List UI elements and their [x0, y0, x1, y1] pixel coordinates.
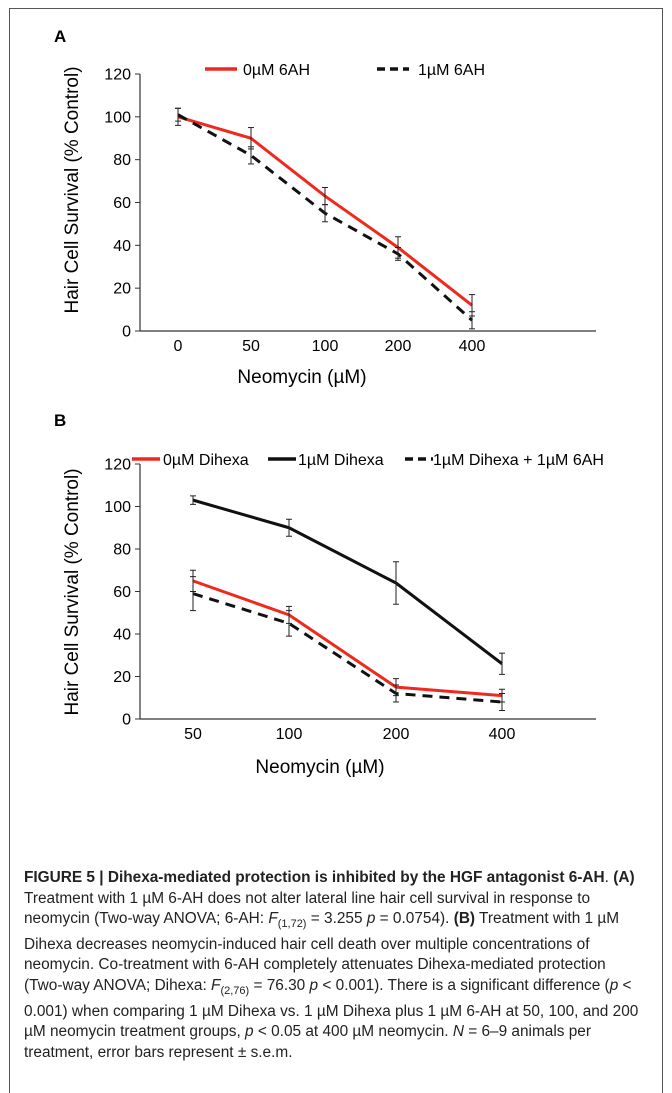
x-axis-title-a: Neomycin (µM) — [237, 367, 366, 388]
y-tick-label: 60 — [113, 195, 131, 212]
y-tick-label: 120 — [104, 67, 131, 84]
caption-segment: (B) — [453, 910, 476, 928]
caption-segment: F — [211, 977, 221, 995]
caption-body: . (A) Treatment with 1 µM 6-AH does not … — [24, 869, 638, 1061]
y-tick-label: 0 — [122, 712, 131, 729]
caption-segment: = 0.0754). — [375, 910, 454, 928]
y-tick-label: 60 — [113, 584, 131, 601]
caption-segment: p — [309, 977, 319, 995]
legend-label: 1µM Dihexa — [298, 452, 384, 469]
y-tick-label: 120 — [104, 457, 131, 474]
series-line-b-0 — [192, 579, 503, 698]
caption-segment: . — [604, 869, 614, 886]
figure-caption: FIGURE 5 | Dihexa-mediated protection is… — [24, 868, 644, 1064]
caption-segment: = 76.30 — [249, 977, 310, 995]
caption-segment: (A) — [613, 869, 635, 886]
y-tick-label: 100 — [104, 109, 131, 126]
caption-segment: < 0.001) when comparing 1 µM Dihexa vs. … — [24, 977, 639, 1041]
y-tick-label: 40 — [113, 238, 131, 255]
chart-panel-b: B 0 20 40 60 80 100 120 50 100 200 400 0µM Dihexa 1… — [54, 411, 604, 778]
caption-segment: F — [268, 910, 278, 928]
y-tick-label: 20 — [113, 281, 131, 298]
legend-label: 0µM 6AH — [243, 62, 310, 79]
y-axis-title-b: Hair Cell Survival (% Control) — [62, 468, 83, 715]
panel-label-b: B — [54, 411, 66, 430]
y-tick-label: 0 — [122, 324, 131, 341]
caption-segment: N — [452, 1023, 464, 1041]
x-tick-label: 50 — [242, 338, 260, 355]
caption-segment: (1,72) — [277, 918, 307, 931]
x-tick-label: 50 — [184, 726, 202, 743]
caption-figure-label: FIGURE 5 | Dihexa-mediated protection is… — [24, 869, 605, 886]
caption-segment: Treatment with 1 µM 6-AH does not alter … — [24, 889, 591, 928]
x-tick-label: 400 — [459, 338, 486, 355]
legend-label: 1µM 6AH — [418, 62, 485, 79]
x-tick-label: 100 — [312, 338, 339, 355]
x-tick-label: 0 — [174, 338, 183, 355]
caption-segment: p — [366, 910, 376, 928]
series-line-b-1 — [192, 498, 503, 665]
legend-label: 1µM Dihexa + 1µM 6AH — [433, 452, 604, 469]
y-tick-label: 80 — [113, 152, 131, 169]
series-line-b-2 — [192, 592, 503, 704]
caption-segment: (2,76) — [220, 985, 250, 998]
x-tick-label: 100 — [276, 726, 303, 743]
caption-segment: = 6–9 animals per treatment, error bars … — [24, 1023, 591, 1061]
caption-segment: p — [245, 1023, 254, 1041]
x-tick-label: 200 — [385, 338, 412, 355]
caption-segment: p — [609, 977, 619, 995]
y-tick-label: 100 — [104, 499, 131, 516]
chart-panel-a: A 0 20 40 60 80 100 120 0 50 100 200 400 0µM 6AH 1µM… — [54, 27, 596, 388]
x-tick-label: 400 — [489, 726, 516, 743]
y-tick-label: 40 — [113, 627, 131, 644]
caption-segment: < 0.001). There is a significant differe… — [318, 977, 610, 995]
panel-label-a: A — [54, 27, 66, 46]
y-tick-label: 20 — [113, 669, 131, 686]
caption-segment: < 0.05 at 400 µM neomycin. — [253, 1023, 453, 1041]
caption-segment: = 3.255 — [306, 910, 367, 928]
x-axis-title-b: Neomycin (µM) — [255, 757, 384, 778]
y-axis-title-a: Hair Cell Survival (% Control) — [62, 66, 83, 313]
y-tick-label: 80 — [113, 542, 131, 559]
caption-segment: Treatment with 1 µM Dihexa decreases neo… — [24, 910, 620, 995]
legend-label: 0µM Dihexa — [163, 452, 249, 469]
figure-frame — [9, 8, 663, 1093]
x-tick-label: 200 — [383, 726, 410, 743]
